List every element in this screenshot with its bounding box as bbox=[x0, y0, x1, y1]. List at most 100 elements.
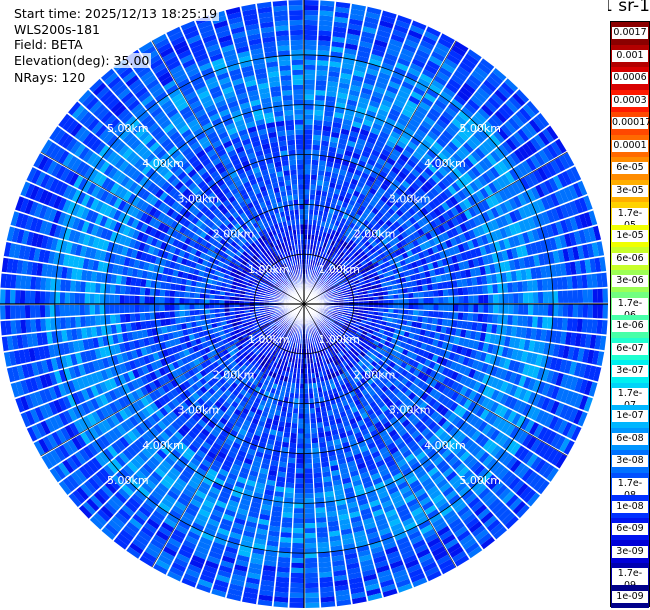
beta-cell bbox=[587, 304, 593, 318]
beta-cell bbox=[104, 404, 115, 417]
beta-cell bbox=[412, 86, 426, 97]
beta-cell bbox=[306, 244, 310, 250]
beta-cell bbox=[426, 149, 437, 159]
beta-cell bbox=[269, 465, 279, 472]
beta-cell bbox=[466, 49, 482, 62]
beta-cell bbox=[243, 591, 258, 600]
beta-cell bbox=[276, 314, 282, 318]
beta-cell bbox=[304, 493, 315, 499]
beta-cell bbox=[347, 135, 358, 143]
beta-cell bbox=[332, 479, 343, 486]
beta-cell bbox=[317, 427, 325, 433]
beta-cell bbox=[280, 319, 286, 324]
beta-cell bbox=[513, 165, 524, 179]
beta-cell bbox=[434, 267, 441, 276]
beta-cell bbox=[384, 90, 397, 99]
beta-cell bbox=[397, 196, 406, 205]
beta-cell bbox=[316, 318, 321, 324]
beta-cell bbox=[527, 364, 536, 377]
beta-cell bbox=[290, 572, 304, 579]
beta-cell bbox=[264, 322, 270, 327]
beta-cell bbox=[172, 481, 185, 493]
beta-cell bbox=[352, 276, 359, 282]
beta-cell bbox=[180, 401, 190, 411]
beta-cell bbox=[360, 172, 370, 180]
beta-cell bbox=[219, 446, 230, 455]
beta-cell bbox=[131, 493, 144, 506]
beta-cell bbox=[412, 577, 428, 588]
beta-cell bbox=[347, 501, 359, 509]
beta-cell bbox=[211, 404, 220, 413]
beta-cell bbox=[177, 441, 188, 452]
beta-cell bbox=[294, 363, 298, 369]
beta-cell bbox=[545, 194, 555, 209]
beta-cell bbox=[364, 266, 371, 273]
beta-cell bbox=[368, 304, 374, 308]
beta-cell bbox=[370, 95, 382, 104]
beta-cell bbox=[502, 282, 508, 293]
beta-cell bbox=[416, 548, 431, 559]
beta-cell bbox=[329, 269, 334, 275]
beta-cell bbox=[324, 491, 335, 498]
beta-cell bbox=[299, 393, 304, 399]
beta-cell bbox=[507, 236, 516, 248]
beta-cell bbox=[143, 418, 153, 430]
beta-cell bbox=[341, 533, 354, 541]
beta-cell bbox=[395, 323, 402, 330]
beta-cell bbox=[576, 274, 583, 289]
beta-cell bbox=[294, 393, 300, 399]
beta-cell bbox=[391, 103, 403, 113]
beta-cell bbox=[153, 563, 169, 575]
beta-cell bbox=[398, 135, 410, 145]
beta-cell bbox=[510, 325, 518, 337]
beta-cell bbox=[252, 347, 259, 354]
beta-cell bbox=[502, 453, 514, 467]
beta-cell bbox=[281, 522, 293, 528]
beta-cell bbox=[190, 498, 203, 509]
beta-cell bbox=[513, 428, 525, 442]
beta-cell bbox=[155, 530, 170, 542]
beta-cell bbox=[578, 196, 588, 212]
beta-cell bbox=[454, 462, 467, 474]
beta-cell bbox=[327, 151, 336, 158]
beta-cell bbox=[459, 86, 473, 98]
beta-cell bbox=[304, 54, 316, 61]
beta-cell bbox=[347, 460, 357, 468]
beta-cell bbox=[304, 69, 316, 75]
beta-cell bbox=[427, 262, 434, 270]
beta-cell bbox=[533, 134, 546, 149]
beta-cell bbox=[368, 536, 381, 545]
beta-cell bbox=[348, 506, 360, 514]
beta-cell bbox=[376, 564, 391, 574]
beta-cell bbox=[103, 464, 116, 478]
beta-cell bbox=[420, 557, 436, 568]
beta-cell bbox=[433, 297, 439, 304]
beta-cell bbox=[497, 144, 509, 157]
beta-cell bbox=[357, 498, 369, 506]
beta-cell bbox=[262, 570, 276, 577]
beta-cell bbox=[305, 592, 320, 598]
beta-cell bbox=[253, 455, 263, 463]
beta-cell bbox=[91, 474, 104, 488]
beta-cell bbox=[386, 459, 397, 468]
beta-cell bbox=[378, 304, 384, 308]
beta-cell bbox=[256, 344, 262, 350]
beta-cell bbox=[403, 554, 418, 565]
beta-cell bbox=[472, 257, 480, 267]
beta-cell bbox=[90, 495, 104, 509]
beta-cell bbox=[315, 283, 320, 289]
beta-cell bbox=[323, 110, 334, 117]
beta-cell bbox=[446, 229, 454, 239]
beta-cell bbox=[505, 423, 516, 437]
beta-cell bbox=[340, 128, 350, 136]
beta-cell bbox=[444, 144, 455, 156]
beta-cell bbox=[146, 459, 158, 471]
beta-cell bbox=[247, 363, 254, 370]
beta-cell bbox=[117, 397, 127, 409]
beta-cell bbox=[468, 218, 477, 229]
beta-cell bbox=[317, 40, 331, 47]
beta-cell bbox=[191, 413, 201, 423]
beta-cell bbox=[514, 445, 526, 459]
beta-cell bbox=[126, 461, 139, 474]
beta-cell bbox=[321, 252, 327, 259]
